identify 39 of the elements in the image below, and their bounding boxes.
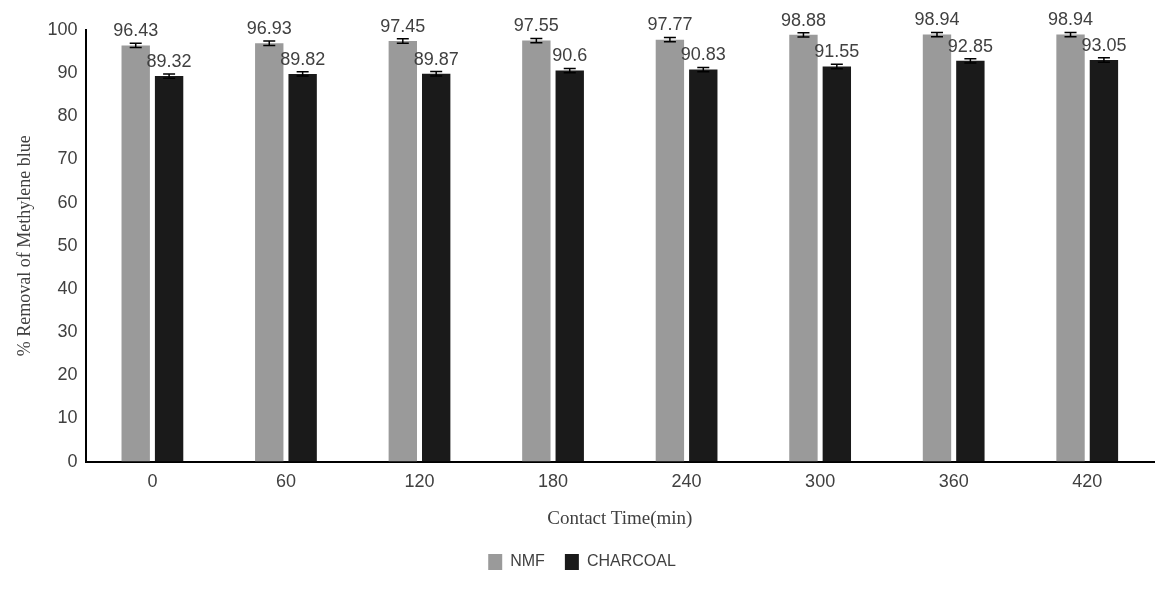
data-label: 90.83 xyxy=(680,44,726,65)
y-tick-label: 20 xyxy=(57,364,78,385)
data-label: 89.87 xyxy=(413,48,459,69)
y-tick-label: 100 xyxy=(47,18,78,39)
data-label: 97.77 xyxy=(647,14,693,35)
y-tick-label: 40 xyxy=(57,277,78,298)
y-tick-label: 0 xyxy=(67,450,78,471)
y-tick-label: 50 xyxy=(57,234,78,255)
data-label: 97.45 xyxy=(380,15,426,36)
data-label: 90.6 xyxy=(552,45,588,66)
data-label: 92.85 xyxy=(947,35,993,56)
y-tick-label: 90 xyxy=(57,62,78,83)
legend-label: CHARCOAL xyxy=(586,552,676,570)
data-label: 96.43 xyxy=(113,20,159,41)
data-label: 96.93 xyxy=(246,18,292,39)
y-tick-label: 60 xyxy=(57,191,78,212)
data-label: 97.55 xyxy=(513,15,559,36)
data-label: 91.55 xyxy=(814,41,860,62)
x-tick-label: 300 xyxy=(805,471,836,492)
x-tick-label: 120 xyxy=(404,471,435,492)
y-axis-title: % Removal of Methylene blue xyxy=(13,135,34,357)
data-label: 98.94 xyxy=(1048,9,1094,30)
y-tick-label: 30 xyxy=(57,321,78,342)
data-label: 89.82 xyxy=(280,48,326,69)
x-tick-label: 360 xyxy=(938,471,969,492)
x-tick-label: 0 xyxy=(147,471,158,492)
x-axis-title: Contact Time(min) xyxy=(547,506,693,529)
x-tick-label: 240 xyxy=(671,471,702,492)
x-tick-label: 180 xyxy=(538,471,569,492)
data-label: 89.32 xyxy=(146,50,192,71)
y-tick-label: 70 xyxy=(57,148,78,169)
data-label: 93.05 xyxy=(1081,34,1127,55)
legend-label: NMF xyxy=(510,552,546,570)
y-tick-label: 10 xyxy=(57,407,78,428)
x-tick-label: 60 xyxy=(275,471,296,492)
data-label: 98.88 xyxy=(780,9,826,30)
data-label: 98.94 xyxy=(914,9,960,30)
y-tick-label: 80 xyxy=(57,105,78,126)
x-tick-label: 420 xyxy=(1072,471,1103,492)
